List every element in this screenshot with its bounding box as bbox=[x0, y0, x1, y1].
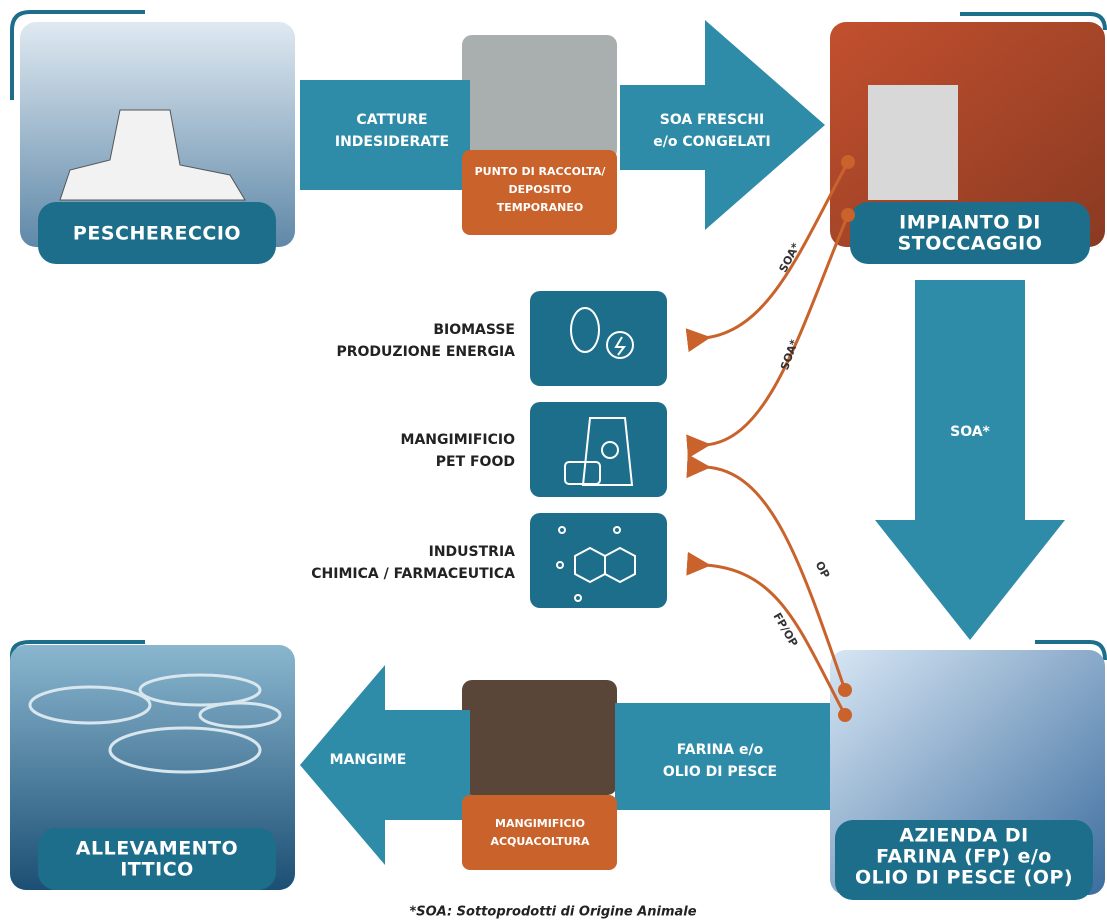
arrow-label: OLIO DI PESCE bbox=[663, 764, 777, 780]
destination-label: MANGIMIFICIO bbox=[401, 432, 516, 448]
node-label: ALLEVAMENTO bbox=[76, 838, 238, 860]
node-label: AZIENDA DI bbox=[899, 825, 1028, 847]
flow-dot bbox=[841, 155, 855, 169]
side-flow-label: SOA* bbox=[776, 241, 802, 275]
node-label: OLIO DI PESCE (OP) bbox=[855, 867, 1073, 889]
side-flow-label: SOA* bbox=[778, 338, 801, 372]
node-label: IMPIANTO DI bbox=[899, 212, 1041, 234]
arrow-label: e/o CONGELATI bbox=[653, 134, 770, 150]
arrow-label: MANGIME bbox=[330, 752, 407, 768]
side-flow-label: FP/OP bbox=[771, 610, 801, 649]
photo-pellets bbox=[462, 680, 617, 795]
door bbox=[868, 85, 958, 200]
box-label: MANGIMIFICIO bbox=[495, 817, 585, 830]
destination-label: PRODUZIONE ENERGIA bbox=[336, 344, 515, 360]
footnote: *SOA: Sottoprodotti di Origine Animale bbox=[409, 905, 696, 920]
arrow-label: INDESIDERATE bbox=[335, 134, 449, 150]
arrow-soa bbox=[875, 280, 1065, 640]
side-flow bbox=[705, 565, 845, 715]
destination-label: CHIMICA / FARMACEUTICA bbox=[311, 566, 515, 582]
flow-dot bbox=[838, 683, 852, 697]
arrow-label: CATTURE bbox=[356, 112, 427, 128]
side-flow-label: OP bbox=[813, 559, 833, 580]
node-label: ITTICO bbox=[120, 859, 194, 881]
box-label: PUNTO DI RACCOLTA/ bbox=[475, 165, 607, 178]
arrow-label: SOA FRESCHI bbox=[660, 112, 765, 128]
box-label: TEMPORANEO bbox=[497, 201, 583, 214]
node-label: FARINA (FP) e/o bbox=[876, 846, 1052, 868]
destination-label: INDUSTRIA bbox=[429, 544, 516, 560]
arrow-label: FARINA e/o bbox=[677, 742, 764, 758]
feedmill-box bbox=[462, 795, 617, 870]
destination-label: PET FOOD bbox=[436, 454, 515, 470]
flow-dot bbox=[838, 708, 852, 722]
icon-box bbox=[530, 513, 667, 608]
arrow-label: SOA* bbox=[950, 424, 990, 440]
side-flow bbox=[705, 215, 848, 445]
photo-container bbox=[462, 35, 617, 160]
node-label: STOCCAGGIO bbox=[898, 233, 1043, 255]
box-label: DEPOSITO bbox=[509, 183, 572, 196]
destination-label: BIOMASSE bbox=[433, 322, 515, 338]
box-label: ACQUACOLTURA bbox=[490, 835, 590, 848]
diagram: CATTURE INDESIDERATE SOA FRESCHI e/o CON… bbox=[0, 0, 1107, 923]
node-label: PESCHERECCIO bbox=[73, 223, 241, 245]
flow-dot bbox=[841, 208, 855, 222]
